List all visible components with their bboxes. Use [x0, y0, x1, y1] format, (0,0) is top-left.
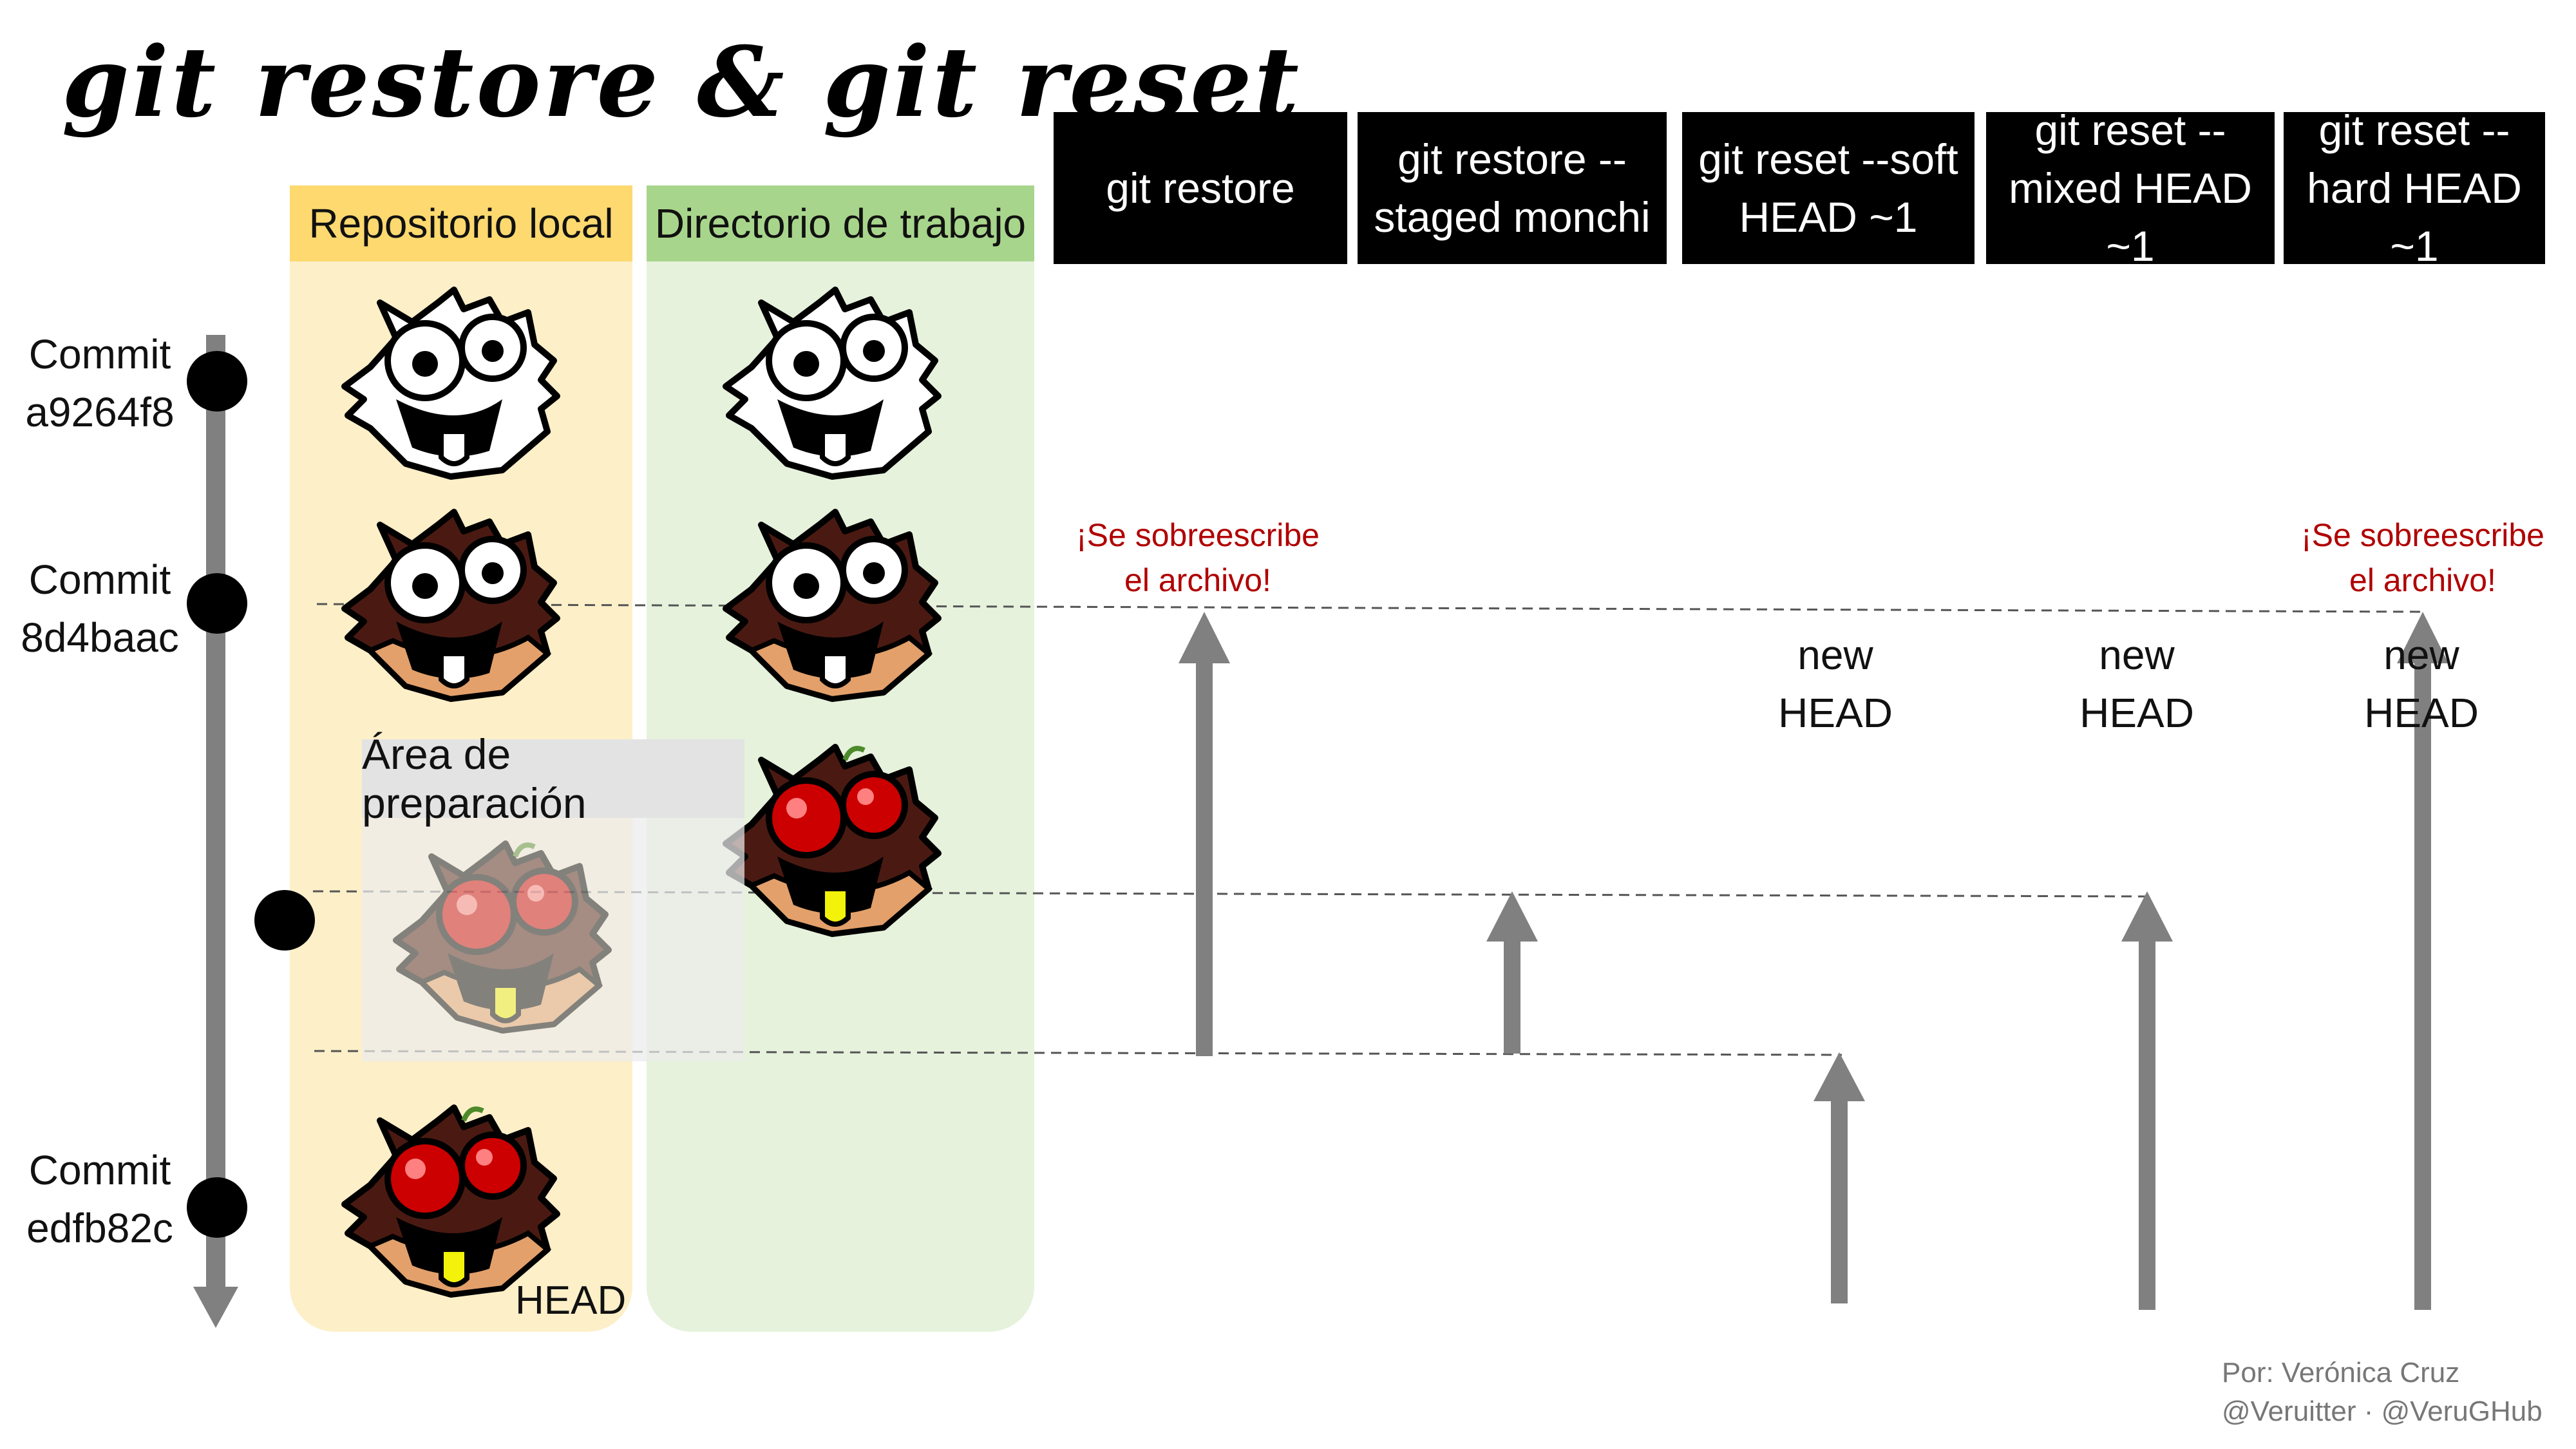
workdir-column-header: Directorio de trabajo [647, 185, 1034, 261]
cmd-line: git reset -- [2034, 106, 2226, 154]
white-mascot-icon [716, 277, 954, 483]
timeline-arrow-head [193, 1287, 238, 1328]
new-head-hard: new HEAD [2344, 626, 2499, 742]
repo-column-header: Repositorio local [290, 185, 632, 261]
cmd-line: HEAD ~1 [1739, 193, 1918, 241]
commit-hash: edfb82c [26, 1205, 173, 1251]
new-head-mixed: new HEAD [2060, 626, 2214, 742]
head-label: HEAD [515, 1278, 627, 1323]
credit: Por: Verónica Cruz @Veruitter · @VeruGHu… [2222, 1354, 2543, 1431]
cmd-line: git reset --soft [1698, 135, 1958, 183]
commit-label-edfb82c: Commit edfb82c [6, 1141, 193, 1257]
brown-mascot-icon [716, 499, 954, 705]
red-mascot-icon [716, 734, 954, 940]
overwrite-warning-restore: ¡Se sobreescribe el archivo! [1063, 513, 1333, 603]
cmd-git-restore-staged: git restore -- staged monchi [1358, 112, 1667, 264]
red-mascot-faded-icon [386, 831, 625, 1037]
cmd-line: mixed HEAD ~1 [2009, 164, 2252, 270]
new-head-line: HEAD [2079, 690, 2194, 736]
warning-line: el archivo! [2349, 562, 2496, 598]
new-head-line: new [2099, 632, 2175, 678]
warning-line: ¡Se sobreescribe [2301, 517, 2544, 553]
commit-word: Commit [28, 331, 171, 377]
cmd-line: hard HEAD ~1 [2307, 164, 2522, 270]
white-mascot-icon [335, 277, 573, 483]
arrow-restore-head [1179, 612, 1230, 663]
cmd-line: git reset -- [2318, 106, 2510, 154]
overwrite-warning-hard: ¡Se sobreescribe el archivo! [2287, 513, 2558, 603]
commit-dot-edfb82c [187, 1177, 247, 1238]
cmd-git-reset-hard: git reset -- hard HEAD ~1 [2284, 106, 2545, 270]
arrow-reset-soft-head [1814, 1052, 1865, 1101]
new-head-line: new [1797, 632, 1873, 678]
brown-mascot-icon [335, 499, 573, 705]
cmd-git-reset-mixed: git reset -- mixed HEAD ~1 [1986, 106, 2275, 270]
cmd-git-restore: git restore [1054, 112, 1347, 264]
commit-word: Commit [28, 1147, 171, 1193]
cmd-git-reset-soft: git reset --soft HEAD ~1 [1682, 112, 1975, 264]
warning-line: el archivo! [1124, 562, 1271, 598]
staging-dot [254, 890, 315, 951]
credit-author: Por: Verónica Cruz [2222, 1357, 2460, 1388]
red-mascot-icon [335, 1095, 573, 1301]
new-head-line: HEAD [2364, 690, 2479, 736]
arrow-reset-mixed-head [2121, 891, 2173, 942]
commit-label-a9264f8: Commit a9264f8 [6, 325, 193, 441]
arrow-restore-staged-head [1486, 891, 1538, 942]
new-head-soft: new HEAD [1758, 626, 1913, 742]
commit-hash: 8d4baac [21, 614, 179, 661]
dashed-line-8d4baac [316, 603, 2422, 613]
commit-dot-8d4baac [187, 573, 247, 634]
cmd-line: git restore [1106, 164, 1295, 212]
cmd-line: staged monchi [1374, 193, 1651, 241]
new-head-line: new [2383, 632, 2459, 678]
commit-dot-a9264f8 [187, 351, 247, 412]
commit-word: Commit [28, 556, 171, 603]
credit-handles: @Veruitter · @VeruGHub [2222, 1396, 2543, 1427]
new-head-line: HEAD [1778, 690, 1893, 736]
commit-label-8d4baac: Commit 8d4baac [6, 551, 193, 667]
commit-hash: a9264f8 [25, 389, 175, 435]
arrow-reset-hard-head [2397, 612, 2448, 663]
warning-line: ¡Se sobreescribe [1076, 517, 1320, 553]
cmd-line: git restore -- [1397, 135, 1627, 183]
staging-area-label: Área de preparación [362, 730, 744, 827]
